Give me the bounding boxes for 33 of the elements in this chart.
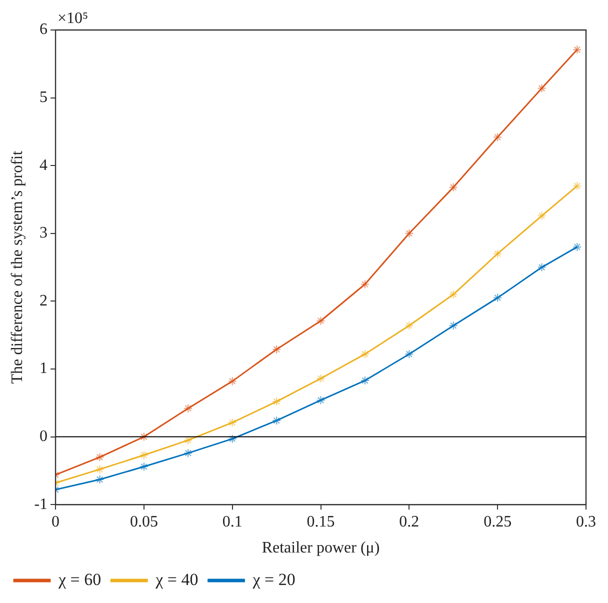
y-tick-label: -1 [34,496,48,513]
point [493,293,502,302]
x-tick-label: 0.15 [306,513,335,530]
y-tick-label: 4 [40,156,48,174]
x-axis-title: Retailer power (μ) [262,540,380,557]
legend-label: χ = 60 [58,570,102,589]
point [316,316,326,326]
x-tick-label: 0.2 [399,513,420,530]
point [272,344,282,354]
x-tick-label: 0.3 [576,513,596,530]
point [404,321,414,330]
y-tick-label: 5 [40,89,48,106]
y-tick-label: 2 [40,292,48,310]
y-tick-label: 0 [40,428,48,446]
x-tick-label: 0.05 [130,513,158,530]
y-axis-title: The difference of the system’s profit [8,150,26,384]
legend-label: χ = 20 [252,570,296,589]
point [537,262,546,272]
y-tick-label: 3 [40,224,48,242]
x-tick-label: 0.25 [484,513,512,530]
legend-label: χ = 40 [154,570,198,589]
point [537,211,546,220]
point [184,404,193,413]
x-tick-label: 0 [52,513,60,530]
point [448,290,458,299]
point [493,132,502,142]
y-tick-label: 6 [40,21,48,38]
point [493,249,502,258]
x-tick-label: 0.1 [222,513,242,530]
y-tick-label: 1 [40,360,48,378]
point [404,350,414,359]
point [360,280,370,289]
text: ×10⁵ [58,10,88,28]
